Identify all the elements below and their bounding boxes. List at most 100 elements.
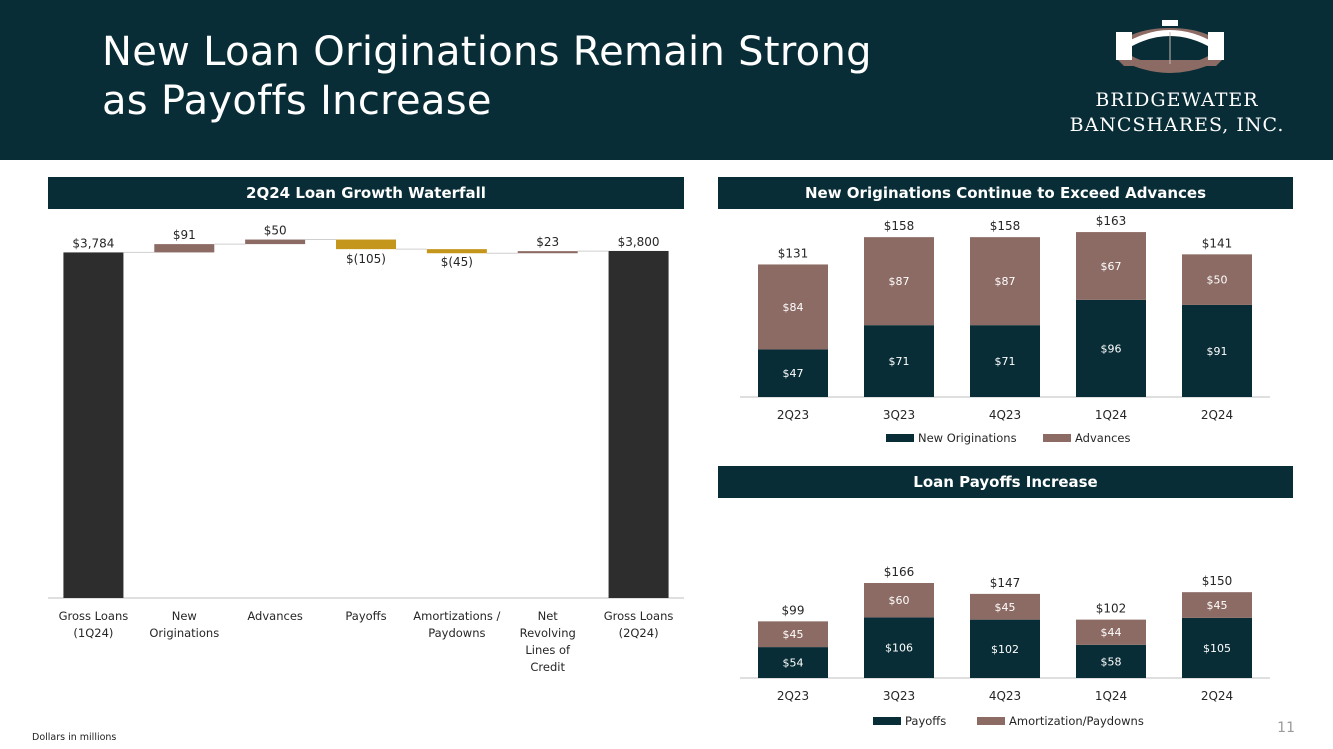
logo-wordmark: BRIDGEWATER BANCSHARES, INC. [1062,88,1292,138]
originations-segment-label: $87 [889,275,910,288]
payoffs-segment-label: $45 [1207,599,1228,612]
waterfall-data-label: $(45) [441,255,473,269]
waterfall-category-label: (1Q24) [73,626,113,640]
originations-bar-segment [864,237,934,326]
waterfall-data-label: $91 [173,228,196,242]
payoffs-total-label: $166 [884,565,915,579]
payoffs-bar-segment [970,619,1040,678]
payoffs-segment-label: $106 [885,642,913,655]
payoffs-segment-label: $60 [889,594,910,607]
waterfall-category-label: Advances [247,609,303,623]
originations-category-label: 4Q23 [989,408,1021,422]
originations-category-label: 2Q24 [1201,408,1233,422]
payoffs-segment-label: $45 [783,628,804,641]
payoffs-segment-label: $44 [1101,626,1122,639]
originations-segment-label: $71 [995,355,1016,368]
payoffs-category-label: 2Q23 [777,689,809,703]
originations-legend-swatch [886,434,914,442]
originations-total-label: $163 [1096,214,1127,228]
originations-total-label: $158 [990,219,1021,233]
page-title: New Loan Originations Remain Strong as P… [102,28,1002,126]
waterfall-data-label: $3,800 [618,235,660,249]
originations-total-label: $131 [778,246,809,260]
originations-legend-label: Advances [1075,431,1131,445]
payoffs-bar-segment [970,593,1040,620]
originations-segment-label: $50 [1207,274,1228,287]
waterfall-category-label: Gross Loans [604,609,674,623]
header-banner: New Loan Originations Remain Strong as P… [0,0,1333,160]
originations-bar-segment [758,264,828,350]
waterfall-category-label: New [172,609,197,623]
waterfall-category-label: Gross Loans [59,609,129,623]
waterfall-category-label: (2Q24) [619,626,659,640]
payoffs-bar-segment [864,617,934,678]
originations-category-label: 1Q24 [1095,408,1127,422]
waterfall-category-label: Paydowns [428,626,485,640]
page-number: 11 [1277,720,1295,736]
originations-legend-swatch [1043,434,1071,442]
payoffs-total-label: $99 [782,603,805,617]
payoffs-legend-swatch [873,717,901,725]
payoffs-legend-swatch [977,717,1005,725]
waterfall-data-label: $3,784 [72,236,114,250]
payoffs-bar-segment [1182,592,1252,618]
originations-total-label: $141 [1202,236,1233,250]
waterfall-bar [245,239,306,245]
company-logo: BRIDGEWATER BANCSHARES, INC. [1062,14,1292,144]
waterfall-data-label: $50 [264,224,287,238]
logo-text-line-2: BANCSHARES, INC. [1069,114,1285,136]
payoffs-bar-segment [864,583,934,618]
waterfall-category-label: Credit [530,660,565,674]
payoffs-category-label: 4Q23 [989,689,1021,703]
page-title-line-2: as Payoffs Increase [102,78,492,124]
originations-bar-segment [970,325,1040,397]
payoffs-total-label: $102 [1096,602,1127,616]
waterfall-bar [608,250,669,599]
originations-total-label: $158 [884,219,915,233]
page-title-line-1: New Loan Originations Remain Strong [102,29,872,75]
payoffs-segment-label: $54 [783,657,804,670]
waterfall-bar [336,239,396,250]
payoffs-legend-label: Amortization/Paydowns [1009,714,1144,728]
originations-segment-label: $67 [1101,260,1122,273]
originations-segment-label: $47 [783,367,804,380]
waterfall-section-header: 2Q24 Loan Growth Waterfall [48,177,684,209]
payoffs-category-label: 3Q23 [883,689,915,703]
bridge-logo-icon [1116,20,1224,73]
waterfall-bar [154,244,215,253]
waterfall-bar [63,252,124,598]
waterfall-data-label: $(105) [346,252,386,266]
payoffs-section-header: Loan Payoffs Increase [718,466,1293,498]
waterfall-category-label: Originations [149,626,219,640]
payoffs-bar-segment [758,621,828,648]
waterfall-category-label: Lines of [525,643,571,657]
originations-bar-segment [864,325,934,397]
waterfall-data-label: $23 [536,235,559,249]
payoffs-category-label: 1Q24 [1095,689,1127,703]
payoffs-total-label: $150 [1202,574,1233,588]
payoffs-bar-segment [758,647,828,678]
originations-legend-label: New Originations [918,431,1017,445]
originations-segment-label: $91 [1207,345,1228,358]
originations-segment-label: $84 [783,301,804,314]
payoffs-bar-segment [1182,617,1252,678]
logo-text-line-1: BRIDGEWATER [1095,89,1259,111]
waterfall-bar [426,249,487,254]
originations-section-header: New Originations Continue to Exceed Adva… [718,177,1293,209]
originations-category-label: 3Q23 [883,408,915,422]
waterfall-category-label: Payoffs [345,609,386,623]
originations-segment-label: $71 [889,355,910,368]
originations-bar-segment [970,237,1040,326]
payoffs-bar-segment [1076,619,1146,645]
originations-bar-segment [758,349,828,397]
originations-segment-label: $87 [995,275,1016,288]
payoffs-legend-label: Payoffs [905,714,946,728]
waterfall-category-label: Revolving [520,626,576,640]
payoffs-total-label: $147 [990,576,1021,590]
payoffs-segment-label: $102 [991,643,1019,656]
payoffs-segment-label: $45 [995,601,1016,614]
originations-bar-segment [1182,254,1252,305]
